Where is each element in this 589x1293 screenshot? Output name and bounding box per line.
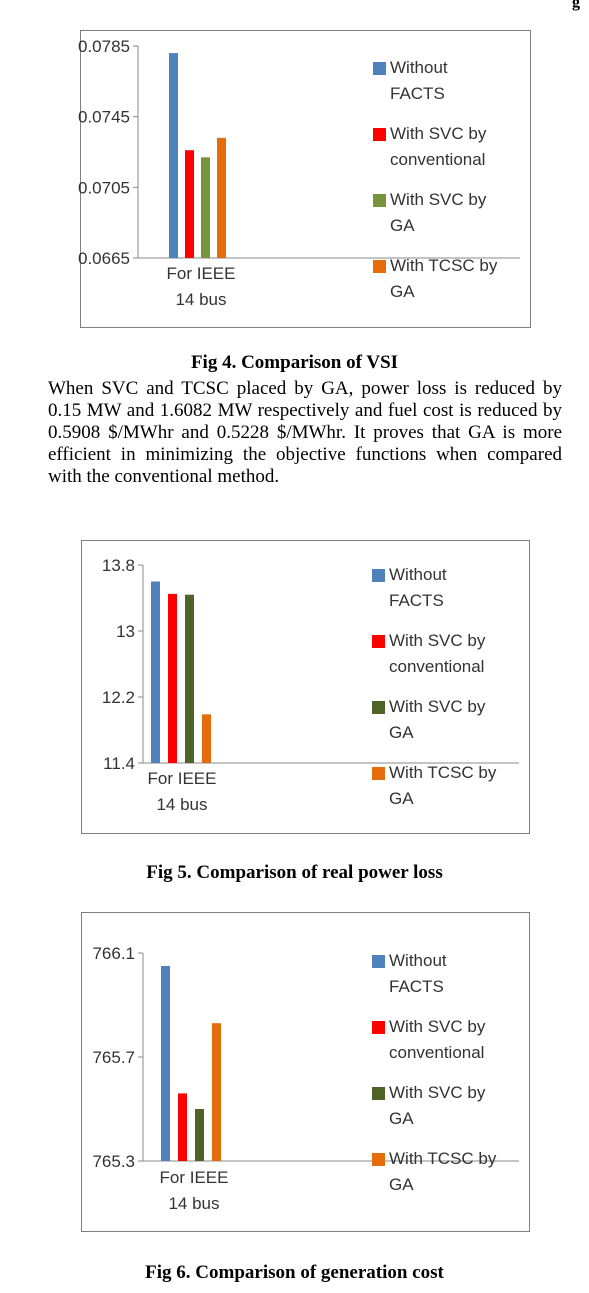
vsi-chart: 0.0785 0.0745 0.0705 0.0665 For IEEE 14 bus W…	[78, 30, 531, 328]
y-tick-label: 0.0745	[78, 108, 130, 127]
legend-label: With SVC by conventional	[389, 1017, 486, 1062]
legend-swatch	[372, 767, 385, 780]
legend-label: With TCSC by GA	[389, 1149, 497, 1194]
x-category-label: 14 bus	[168, 1194, 219, 1213]
legend-label: With TCSC by GA	[390, 256, 498, 301]
y-tick-label: 11.4	[103, 754, 135, 773]
x-category-label: 14 bus	[175, 290, 226, 309]
legend-swatch	[372, 1087, 385, 1100]
x-category-label: For IEEE	[167, 264, 236, 283]
legend-swatch	[372, 569, 385, 582]
power-loss-chart-plot: 13.8 13 12.2 11.4 For IEEE 14 bus	[102, 556, 519, 814]
legend-label: With SVC by GA	[390, 190, 487, 235]
legend-swatch	[373, 128, 386, 141]
y-tick-label: 765.3	[92, 1152, 135, 1171]
generation-cost-chart: 766.1 765.7 765.3 For IEEE 14 bus Without FA…	[81, 912, 530, 1232]
bar-2	[185, 150, 194, 258]
y-tick-label: 0.0785	[78, 37, 130, 56]
legend-label: Without FACTS	[389, 951, 447, 996]
y-tick-label: 13	[116, 622, 135, 641]
body-paragraph: When SVC and TCSC placed by GA, power lo…	[48, 378, 562, 488]
fig4-caption: Fig 4. Comparison of VSI	[190, 352, 399, 373]
fig6-caption: Fig 6. Comparison of generation cost	[145, 1262, 444, 1283]
page-corner-mark: g	[572, 0, 580, 11]
body-paragraph-text: When SVC and TCSC placed by GA, power lo…	[48, 378, 562, 487]
x-category-label: 14 bus	[156, 795, 207, 814]
y-tick-label: 766.1	[92, 944, 135, 963]
legend-swatch	[372, 701, 385, 714]
y-tick-label: 12.2	[102, 688, 135, 707]
bar-2	[168, 593, 177, 763]
legend-swatch	[372, 1153, 385, 1166]
legend-swatch	[372, 1021, 385, 1034]
bar-4	[217, 137, 226, 258]
bar-3	[201, 157, 210, 258]
bar-1	[169, 53, 178, 258]
vsi-chart-plot: 0.0785 0.0745 0.0705 0.0665 For IEEE 14 bus	[78, 37, 520, 309]
legend-swatch	[372, 955, 385, 968]
bar-2	[178, 1093, 187, 1161]
y-tick-label: 765.7	[92, 1048, 135, 1067]
legend-label: With TCSC by GA	[389, 763, 497, 808]
bar-1	[151, 581, 160, 763]
legend-label: Without FACTS	[390, 58, 448, 103]
y-tick-label: 0.0705	[78, 178, 130, 197]
legend-swatch	[373, 194, 386, 207]
y-tick-label: 0.0665	[78, 249, 130, 268]
bar-1	[161, 966, 170, 1161]
bar-4	[202, 714, 211, 763]
legend-label: With SVC by conventional	[390, 124, 487, 169]
power-loss-chart: 13.8 13 12.2 11.4 For IEEE 14 bus Without FAC…	[81, 540, 530, 834]
bar-3	[185, 594, 194, 763]
x-category-label: For IEEE	[148, 769, 217, 788]
bar-4	[212, 1023, 221, 1161]
legend-label: With SVC by GA	[389, 697, 486, 742]
legend-swatch	[373, 260, 386, 273]
legend-label: Without FACTS	[389, 565, 447, 610]
generation-cost-chart-plot: 766.1 765.7 765.3 For IEEE 14 bus	[92, 944, 519, 1213]
legend-label: With SVC by conventional	[389, 631, 486, 676]
x-category-label: For IEEE	[160, 1168, 229, 1187]
legend-swatch	[373, 62, 386, 75]
bar-3	[195, 1109, 204, 1161]
y-tick-label: 13.8	[102, 556, 135, 575]
legend-label: With SVC by GA	[389, 1083, 486, 1128]
fig5-caption: Fig 5. Comparison of real power loss	[146, 862, 443, 883]
legend-swatch	[372, 635, 385, 648]
